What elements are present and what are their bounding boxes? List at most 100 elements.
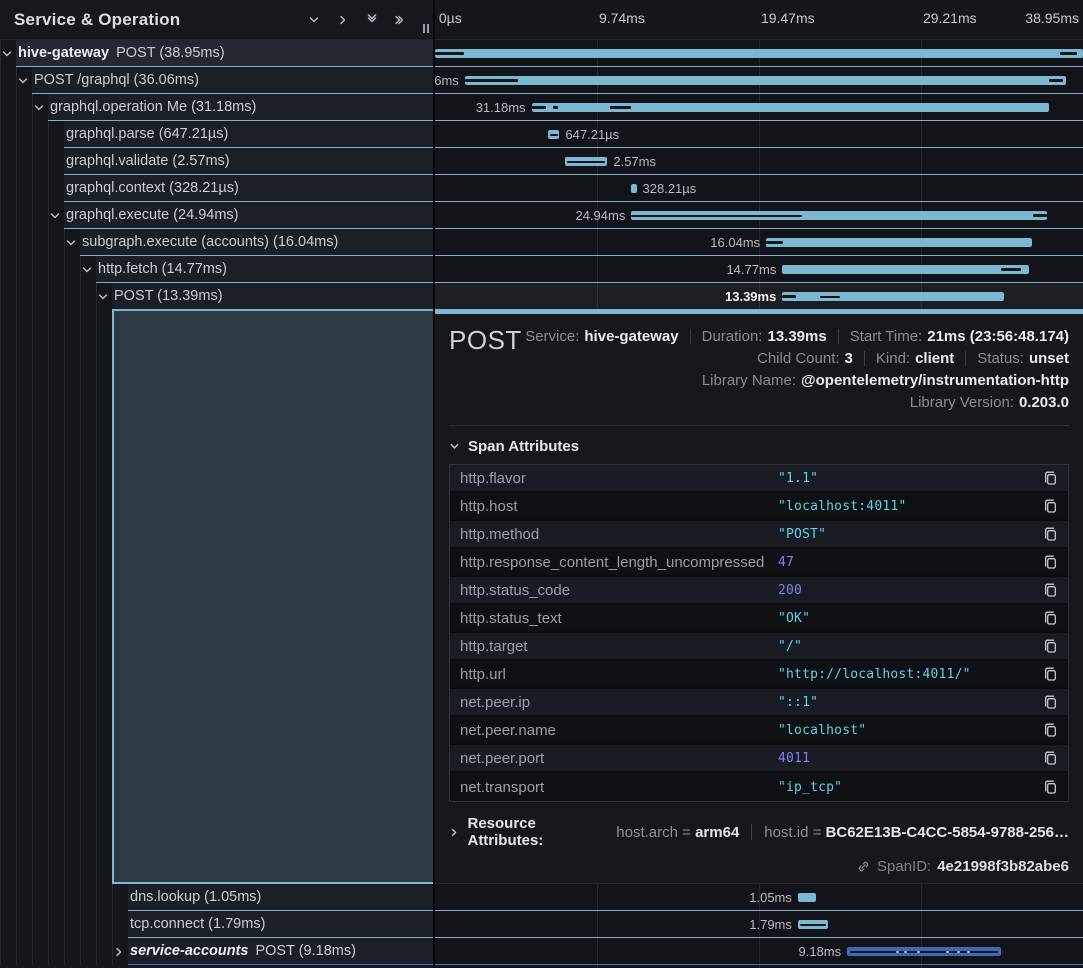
- span-duration-bar[interactable]: [782, 292, 1004, 301]
- span-tree-row[interactable]: tcp.connect (1.79ms): [0, 911, 433, 938]
- operation-name: dns.lookup (1.05ms): [130, 889, 261, 905]
- span-duration-bar[interactable]: [847, 947, 1001, 956]
- span-duration-bar[interactable]: [565, 157, 608, 166]
- attribute-row[interactable]: net.peer.name"localhost": [450, 717, 1068, 745]
- operation-name: graphql.operation Me (31.18ms): [50, 99, 256, 115]
- attribute-row[interactable]: http.flavor"1.1": [450, 465, 1068, 493]
- collapse-one-button[interactable]: [308, 14, 320, 26]
- attribute-row[interactable]: http.response_content_length_uncompresse…: [450, 549, 1068, 577]
- span-tree-row[interactable]: subgraph.execute (accounts) (16.04ms): [0, 229, 433, 256]
- span-bar-row[interactable]: 13.39ms: [435, 283, 1083, 310]
- span-tree-row[interactable]: http.fetch (14.77ms): [0, 256, 433, 283]
- span-bar-row[interactable]: 2.57ms: [435, 148, 1083, 175]
- copy-icon: [1043, 582, 1058, 598]
- copy-value-button[interactable]: [1043, 554, 1058, 570]
- meta-label: Child Count:: [757, 350, 840, 367]
- span-tree-row[interactable]: hive-gatewayPOST (38.95ms): [0, 40, 433, 67]
- copy-value-button[interactable]: [1043, 638, 1058, 654]
- chevron-down-icon: [65, 237, 77, 249]
- span-indent-gutter: [0, 938, 128, 965]
- copy-value-button[interactable]: [1043, 750, 1058, 766]
- copy-value-button[interactable]: [1043, 722, 1058, 738]
- attribute-row[interactable]: http.status_text"OK": [450, 605, 1068, 633]
- child-span-marker: [435, 52, 464, 55]
- copy-icon: [1043, 554, 1058, 570]
- span-bar-row[interactable]: 31.18ms: [435, 94, 1083, 121]
- span-bar-row[interactable]: 36.06ms: [435, 67, 1083, 94]
- child-span-marker: [1001, 268, 1021, 271]
- span-name-cell: http.fetch (14.77ms): [96, 256, 433, 283]
- attribute-row[interactable]: net.peer.ip"::1": [450, 689, 1068, 717]
- expand-one-button[interactable]: [337, 14, 349, 26]
- span-meta-line: Service:hive-gatewayDuration:13.39msStar…: [525, 325, 1069, 347]
- span-bar-row[interactable]: 328.21µs: [435, 175, 1083, 202]
- span-attributes-table: http.flavor"1.1"http.host"localhost:4011…: [449, 464, 1069, 802]
- copy-value-button[interactable]: [1043, 694, 1058, 710]
- span-duration-bar[interactable]: [435, 49, 1083, 58]
- span-tree-row[interactable]: graphql.context (328.21µs): [0, 175, 433, 202]
- copy-value-button[interactable]: [1043, 498, 1058, 514]
- meta-value: client: [915, 350, 954, 367]
- child-span-dot: [967, 951, 970, 953]
- span-bar-row[interactable]: 1.79ms: [435, 911, 1083, 938]
- attribute-row[interactable]: http.target"/": [450, 633, 1068, 661]
- span-tree-row[interactable]: graphql.operation Me (31.18ms): [0, 94, 433, 121]
- column-resizer-grip[interactable]: [423, 24, 429, 33]
- span-duration-bar[interactable]: [532, 103, 1049, 112]
- span-bar-row[interactable]: 647.21µs: [435, 121, 1083, 148]
- span-duration-bar[interactable]: [782, 265, 1028, 274]
- span-detail-panel: POST Service:hive-gatewayDuration:13.39m…: [435, 310, 1083, 884]
- attribute-row[interactable]: net.transport"ip_tcp": [450, 773, 1068, 801]
- copy-icon: [1043, 498, 1058, 514]
- span-name-cell: graphql.operation Me (31.18ms): [48, 94, 433, 121]
- meta-value: hive-gateway: [584, 328, 678, 345]
- span-bar-row[interactable]: [435, 40, 1083, 67]
- attribute-key: net.peer.ip: [460, 694, 778, 711]
- collapse-all-button[interactable]: [366, 14, 378, 26]
- span-tree-row[interactable]: POST (13.39ms): [0, 283, 433, 310]
- expand-all-button[interactable]: [395, 14, 407, 26]
- span-tree-row[interactable]: graphql.execute (24.94ms): [0, 202, 433, 229]
- copy-value-button[interactable]: [1043, 666, 1058, 682]
- attribute-key: http.method: [460, 526, 778, 543]
- attribute-row[interactable]: http.host"localhost:4011": [450, 493, 1068, 521]
- span-duration-bar[interactable]: [465, 76, 1066, 85]
- attribute-row[interactable]: http.url"http://localhost:4011/": [450, 661, 1068, 689]
- span-indent-gutter: [0, 94, 48, 121]
- span-bar-row[interactable]: 16.04ms: [435, 229, 1083, 256]
- span-duration-label: 328.21µs: [637, 175, 697, 202]
- meta-label: Kind:: [876, 350, 910, 367]
- link-icon: [856, 859, 871, 874]
- span-tree-row[interactable]: graphql.parse (647.21µs): [0, 121, 433, 148]
- span-duration-bar[interactable]: [631, 211, 1047, 220]
- span-tree-row[interactable]: service-accountsPOST (9.18ms): [0, 938, 433, 965]
- span-tree-row[interactable]: dns.lookup (1.05ms): [0, 884, 433, 911]
- attribute-row[interactable]: http.status_code200: [450, 577, 1068, 605]
- span-duration-bar[interactable]: [798, 893, 816, 902]
- copy-value-button[interactable]: [1043, 526, 1058, 542]
- attribute-row[interactable]: net.peer.port4011: [450, 745, 1068, 773]
- meta-value: 21ms (23:56:48.174): [927, 328, 1069, 345]
- span-duration-bar[interactable]: [798, 920, 828, 929]
- resource-attributes-toggle[interactable]: Resource Attributes: host.arch = arm64ho…: [449, 815, 1069, 849]
- span-bar-row[interactable]: 24.94ms: [435, 202, 1083, 229]
- chevron-down-icon: [33, 102, 45, 114]
- span-duration-bar[interactable]: [766, 238, 1032, 247]
- span-bar-row[interactable]: 1.05ms: [435, 884, 1083, 911]
- span-duration-bar[interactable]: [548, 130, 559, 139]
- copy-value-button[interactable]: [1043, 779, 1058, 795]
- span-tree-row[interactable]: graphql.validate (2.57ms): [0, 148, 433, 175]
- chevron-down-icon: [308, 14, 320, 26]
- child-span-dot: [917, 951, 920, 953]
- attribute-row[interactable]: http.method"POST": [450, 521, 1068, 549]
- span-tree-row[interactable]: POST /graphql (36.06ms): [0, 67, 433, 94]
- span-attributes-toggle[interactable]: Span Attributes: [449, 438, 1069, 455]
- copy-value-button[interactable]: [1043, 582, 1058, 598]
- span-name-cell: service-accountsPOST (9.18ms): [128, 938, 433, 965]
- span-bar-row[interactable]: 9.18ms: [435, 938, 1083, 965]
- service-operation-panel: Service & Operation hive-gatewayPOST (38…: [0, 0, 433, 968]
- copy-value-button[interactable]: [1043, 470, 1058, 486]
- span-bar-row[interactable]: 14.77ms: [435, 256, 1083, 283]
- copy-value-button[interactable]: [1043, 610, 1058, 626]
- resource-attribute: host.id = BC62E13B-C4CC-5854-9788-256…: [764, 824, 1069, 841]
